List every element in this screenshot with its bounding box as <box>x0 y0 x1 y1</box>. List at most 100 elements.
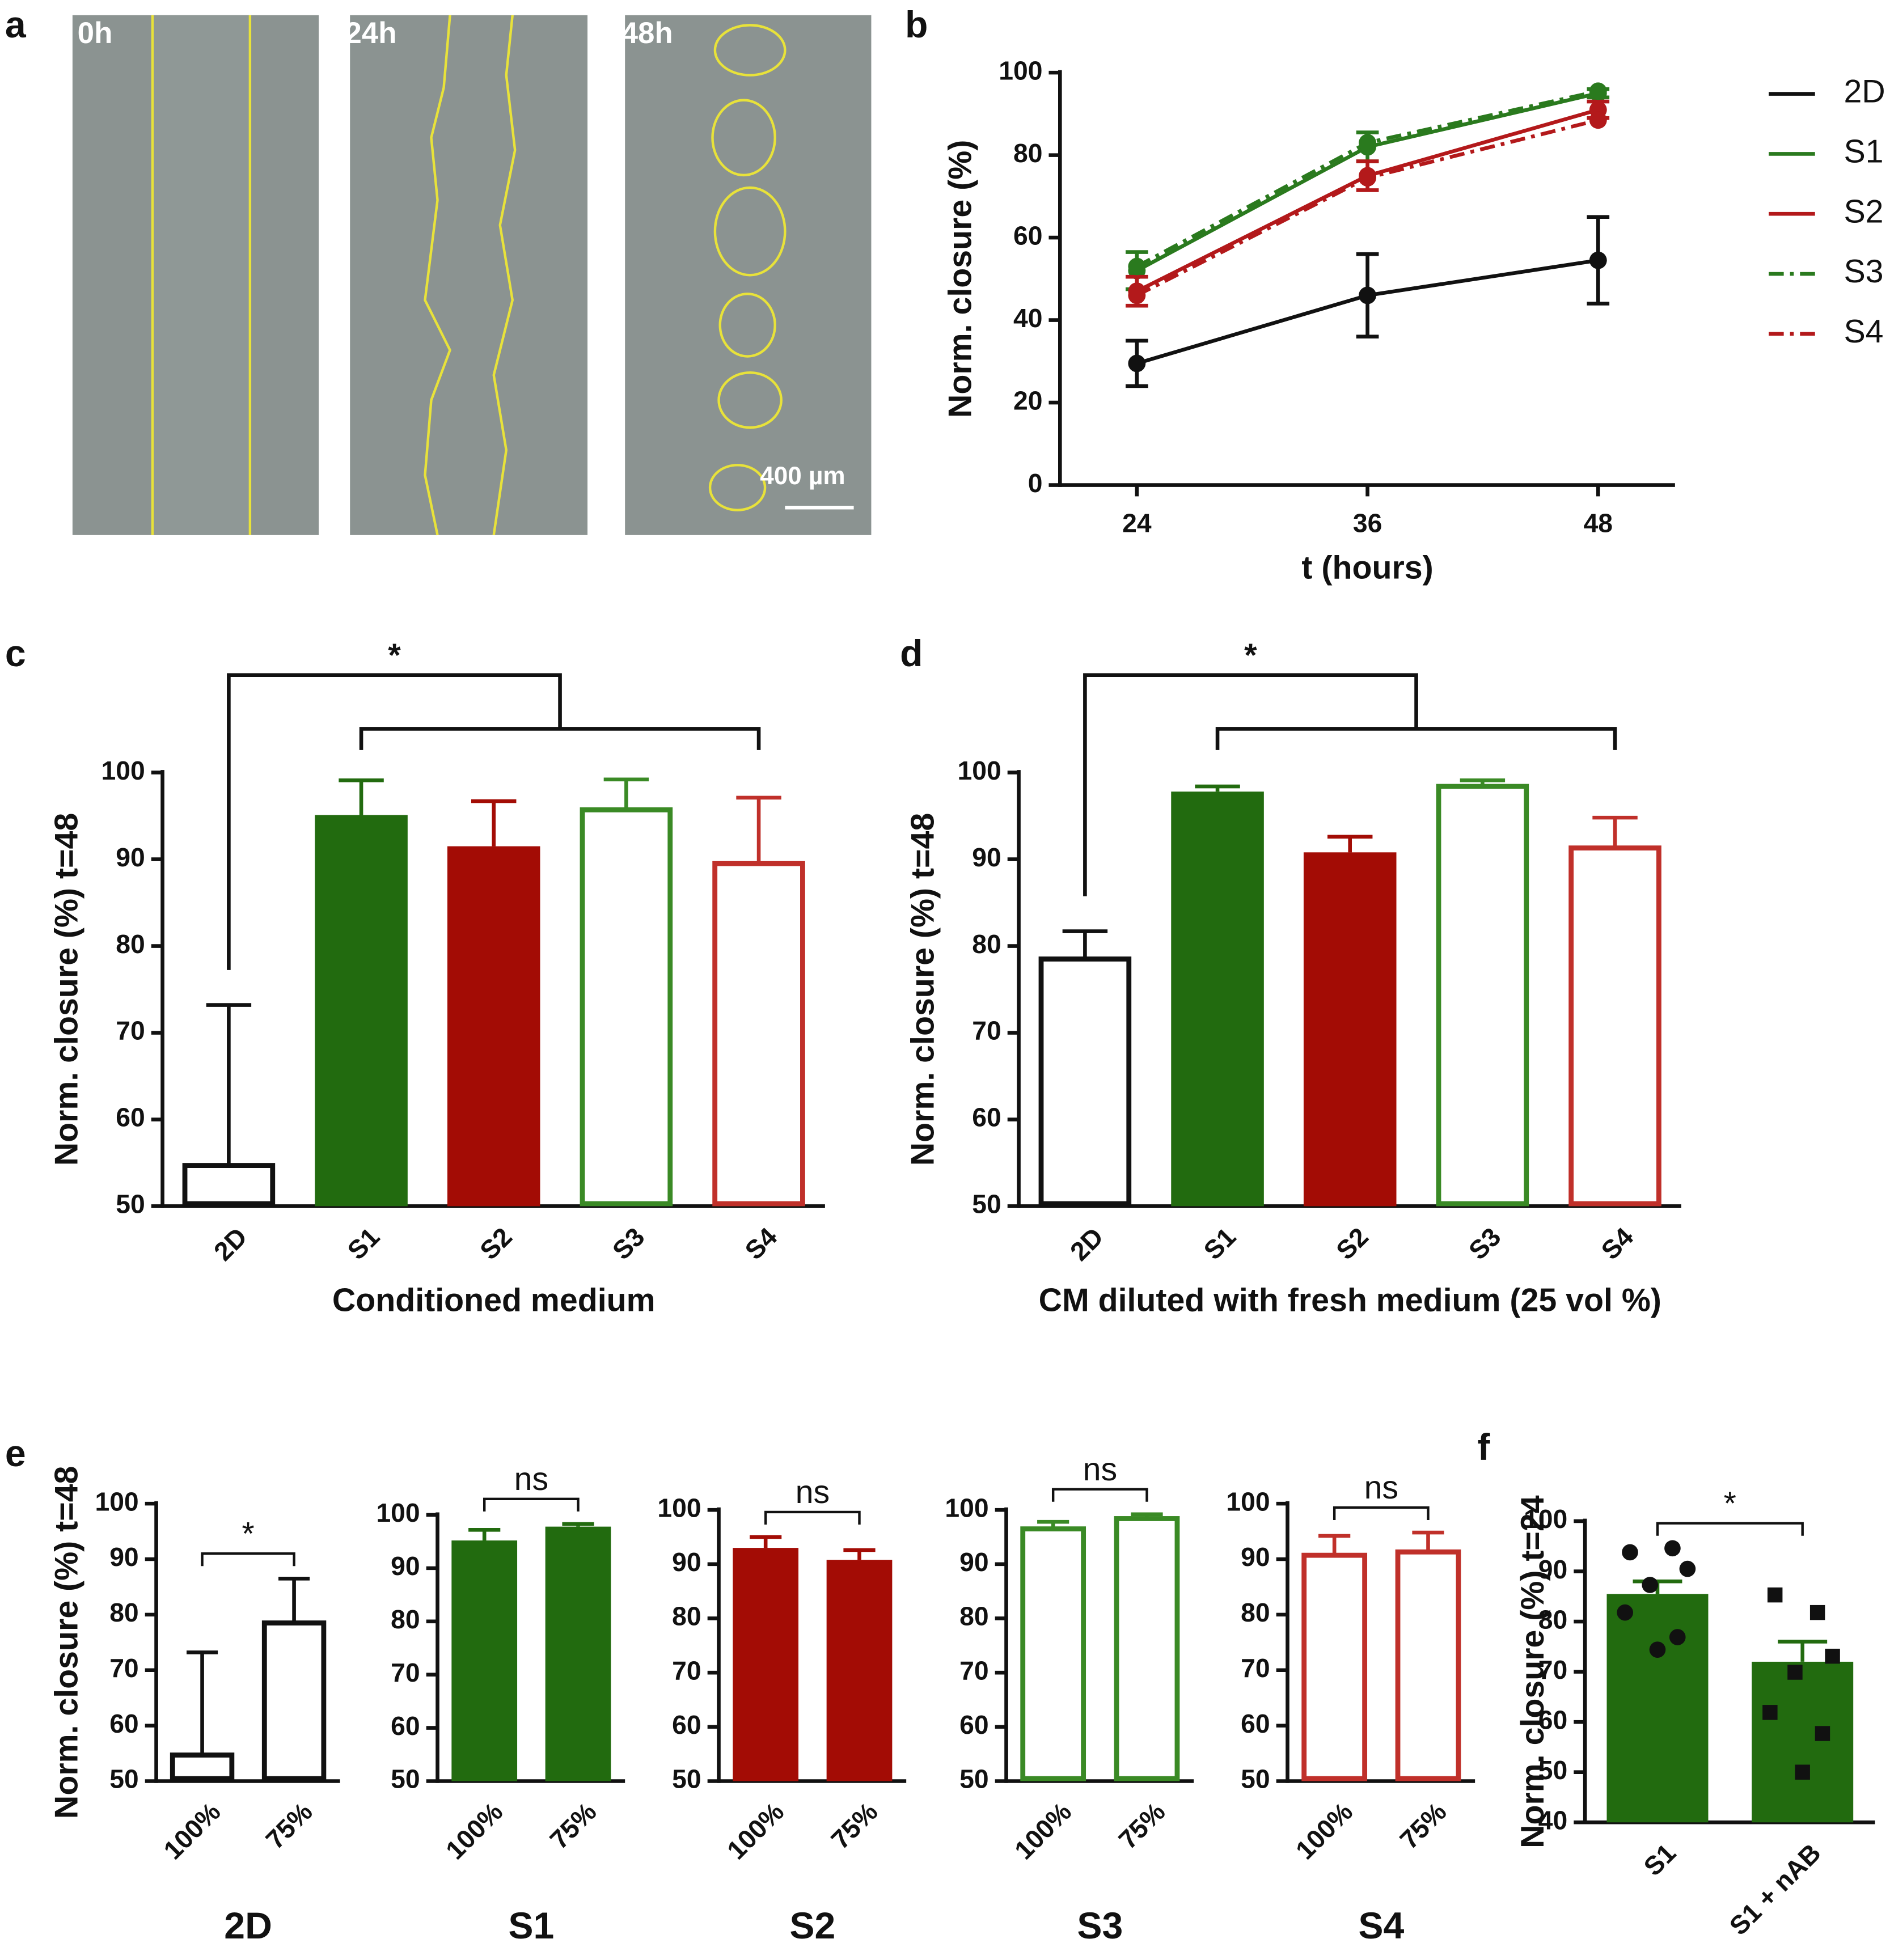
data-point <box>1664 1540 1681 1557</box>
data-point <box>1359 134 1377 152</box>
annotation: * <box>1724 1485 1736 1522</box>
significance-bracket <box>1333 1506 1430 1520</box>
error-bar <box>750 1535 782 1548</box>
x-tick-label: 36 <box>1353 508 1382 537</box>
y-tick-label: 60 <box>972 1103 1001 1132</box>
y-tick-label: 70 <box>672 1656 701 1685</box>
y-tick-label: 60 <box>672 1710 701 1739</box>
panel-letter: a <box>5 4 27 46</box>
bar <box>1606 1594 1709 1823</box>
x-axis-label: S4 <box>1358 1905 1404 1947</box>
data-point <box>1359 286 1377 304</box>
error-bar <box>1062 929 1108 959</box>
y-tick-label: 100 <box>95 1487 138 1516</box>
bar <box>712 861 805 1207</box>
data-point <box>1622 1544 1638 1561</box>
error-bar <box>206 1003 252 1166</box>
y-tick-label: 80 <box>116 929 145 959</box>
wound-edge <box>492 15 517 536</box>
bar <box>447 846 540 1207</box>
y-tick-label: 60 <box>391 1711 420 1741</box>
wound-edge <box>717 371 783 429</box>
data-point <box>1795 1764 1810 1780</box>
y-tick-label: 90 <box>972 843 1001 872</box>
x-tick-label: 24 <box>1122 508 1152 537</box>
data-point <box>1809 1605 1825 1620</box>
bar <box>580 807 673 1207</box>
error-bar <box>1778 1640 1828 1662</box>
y-tick-label: 100 <box>101 756 145 785</box>
data-point <box>1359 169 1377 187</box>
wound-edge <box>713 186 787 277</box>
error-bar <box>1318 1534 1351 1556</box>
y-tick-label: 100 <box>957 756 1001 785</box>
y-tick-label: 90 <box>959 1547 988 1577</box>
y-tick-label: 90 <box>116 843 145 872</box>
y-tick-label: 0 <box>1028 468 1043 498</box>
bar <box>1301 1552 1368 1781</box>
y-tick-label: 80 <box>1538 1605 1567 1634</box>
y-tick-label: 40 <box>1013 303 1042 333</box>
error-bar <box>278 1576 310 1623</box>
bar <box>1303 852 1397 1207</box>
x-axis-label: S2 <box>789 1905 835 1947</box>
y-axis-label: Norm. closure (%) t=24 <box>1515 1495 1551 1848</box>
bar <box>1568 845 1661 1207</box>
legend-label: S2 <box>1844 193 1883 230</box>
x-tick-label: 48 <box>1584 508 1613 537</box>
y-tick-label: 90 <box>109 1542 138 1572</box>
bar <box>1038 956 1132 1207</box>
image-panel: 0h 24h 48h 400 µm a <box>5 4 872 536</box>
bar <box>826 1560 893 1781</box>
data-point <box>1128 286 1146 304</box>
y-tick-label: 80 <box>391 1605 420 1634</box>
annotation: ns <box>796 1474 830 1510</box>
y-tick-label: 60 <box>959 1710 988 1739</box>
data-point <box>1589 82 1607 100</box>
panel-letter: e <box>5 1433 26 1475</box>
y-tick-label: 90 <box>391 1551 420 1581</box>
error-bar <box>603 777 649 810</box>
bar <box>170 1752 235 1781</box>
annotation: * <box>1244 637 1257 674</box>
y-tick-label: 70 <box>391 1658 420 1687</box>
bar <box>1114 1516 1180 1781</box>
y-tick-label: 50 <box>972 1189 1001 1219</box>
error-bar <box>1131 1512 1163 1519</box>
error-bar <box>736 795 781 864</box>
legend-label: S1 <box>1844 134 1883 170</box>
data-point <box>1679 1560 1696 1577</box>
error-bar <box>339 778 384 815</box>
y-tick-label: 90 <box>672 1547 701 1577</box>
bar <box>1171 791 1264 1207</box>
x-axis-label: Conditioned medium <box>332 1282 656 1318</box>
annotation: ns <box>514 1461 549 1497</box>
y-tick-label: 100 <box>376 1498 420 1527</box>
y-tick-label: 80 <box>109 1598 138 1627</box>
data-point <box>1642 1577 1659 1593</box>
y-tick-label: 50 <box>109 1764 138 1794</box>
data-point <box>1762 1705 1778 1720</box>
x-axis-label: S1 <box>508 1905 554 1947</box>
y-tick-label: 100 <box>999 56 1042 85</box>
error-bar <box>468 1527 501 1541</box>
annotation: * <box>388 637 401 674</box>
significance-bracket <box>764 1510 861 1525</box>
data-point <box>1669 1629 1686 1645</box>
bar <box>1752 1661 1854 1823</box>
significance-bracket <box>201 1552 295 1567</box>
error-bar <box>187 1650 218 1755</box>
y-tick-label: 50 <box>1538 1755 1567 1785</box>
y-tick-label: 40 <box>1538 1805 1567 1835</box>
y-tick-label: 50 <box>1241 1764 1270 1794</box>
y-axis-label: Norm. closure (%) t=48 <box>48 1466 84 1819</box>
data-point <box>1815 1726 1830 1741</box>
y-tick-label: 60 <box>116 1103 145 1132</box>
y-tick-label: 20 <box>1013 386 1042 415</box>
scale-bar-label: 400 µm <box>760 462 845 490</box>
bar <box>1395 1549 1461 1781</box>
y-tick-label: 50 <box>391 1764 420 1794</box>
significance-bracket <box>1083 673 1617 896</box>
y-tick-label: 100 <box>945 1493 988 1522</box>
bar <box>1436 784 1529 1207</box>
